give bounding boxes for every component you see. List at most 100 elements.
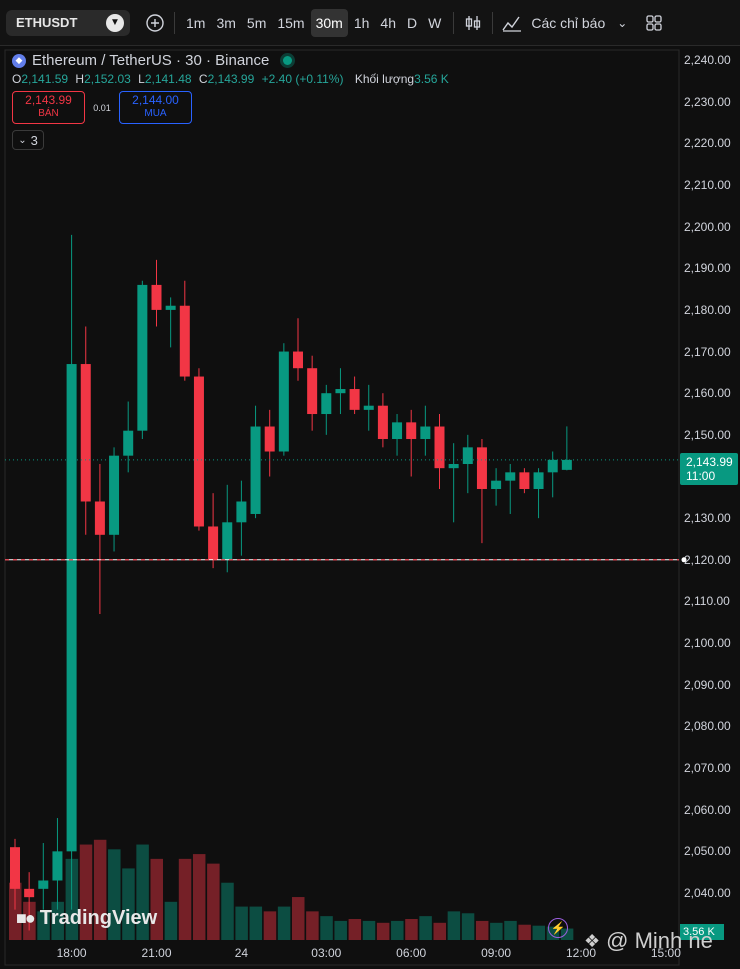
candle-body bbox=[10, 847, 20, 889]
symbol-dropdown-icon[interactable]: ▼ bbox=[106, 13, 124, 32]
bar-countdown: 11:00 bbox=[686, 469, 716, 483]
candle-body bbox=[406, 422, 417, 440]
candle-body bbox=[349, 389, 360, 410]
candle-body bbox=[363, 405, 374, 410]
volume-bar bbox=[221, 882, 234, 940]
volume-bar bbox=[235, 906, 248, 940]
volume-bar bbox=[9, 882, 22, 940]
volume-bar bbox=[320, 916, 333, 940]
low-key: L bbox=[138, 72, 145, 86]
price-tick-label: 2,130.00 bbox=[684, 511, 731, 526]
layout-grid-icon[interactable] bbox=[641, 10, 667, 36]
high-key: H bbox=[75, 72, 85, 86]
price-tick-label: 2,090.00 bbox=[684, 677, 731, 692]
chart-legend: ◆ Ethereum / TetherUS · 30 · Binance O2,… bbox=[12, 52, 453, 150]
candle-body bbox=[222, 522, 233, 560]
chart-title: Ethereum / TetherUS · 30 · Binance bbox=[32, 52, 270, 69]
volume-bar bbox=[433, 922, 446, 940]
candle-body bbox=[420, 426, 431, 440]
volume-bar bbox=[79, 844, 93, 940]
price-lines bbox=[5, 459, 687, 563]
volume-bar bbox=[504, 920, 517, 940]
timeframe-w[interactable]: W bbox=[428, 14, 442, 31]
price-tick-label: 2,050.00 bbox=[684, 844, 731, 859]
low-value: 2,141.48 bbox=[144, 72, 192, 86]
candle-body bbox=[66, 364, 77, 852]
volume-bar bbox=[334, 920, 347, 940]
symbol-search[interactable]: ETHUSDT ▼ bbox=[6, 9, 130, 36]
volume-bars bbox=[9, 839, 574, 940]
candle-body bbox=[179, 305, 190, 377]
candle-body bbox=[321, 393, 332, 415]
volume-bar bbox=[277, 906, 291, 940]
chevron-down-icon: ⌄ bbox=[18, 134, 27, 146]
volume-bar bbox=[560, 928, 574, 940]
price-tick-label: 2,240.00 bbox=[684, 53, 731, 67]
buy-button[interactable]: 2,144.00 MUA bbox=[119, 91, 192, 124]
sell-price: 2,143.99 bbox=[25, 93, 72, 107]
volume-bar bbox=[391, 920, 404, 940]
time-tick-label: 15:00 bbox=[650, 946, 681, 960]
indicators-chevron-icon[interactable]: ⌄ bbox=[617, 15, 628, 30]
market-open-icon bbox=[283, 56, 293, 65]
volume-bar bbox=[136, 844, 149, 940]
volume-bar bbox=[532, 925, 546, 940]
indicators-button[interactable]: Các chỉ báo bbox=[531, 14, 606, 31]
timeframe-30m[interactable]: 30m bbox=[310, 8, 348, 37]
candle-body bbox=[434, 426, 445, 469]
volume-bar bbox=[362, 920, 376, 940]
timeframe-4h[interactable]: 4h bbox=[380, 14, 396, 31]
price-tick-label: 2,220.00 bbox=[684, 136, 731, 151]
horizontal-line-handle bbox=[681, 557, 687, 563]
sell-button[interactable]: 2,143.99 BÁN bbox=[12, 91, 85, 124]
candle-body bbox=[491, 480, 502, 489]
price-tick-label: 2,210.00 bbox=[684, 177, 731, 192]
indicators-icon[interactable] bbox=[499, 10, 525, 36]
open-value: 2,141.59 bbox=[21, 72, 69, 86]
lightning-icon[interactable]: ⚡ bbox=[548, 918, 568, 938]
candle-body bbox=[377, 405, 388, 440]
price-tick-label: 2,200.00 bbox=[684, 219, 731, 234]
candle-body bbox=[519, 472, 530, 489]
chart-frame bbox=[4, 49, 680, 966]
candle-body bbox=[533, 472, 544, 489]
timeframe-group: 1m 3m 5m 15m 30m 1h 4h D W bbox=[181, 8, 447, 37]
candle-type-icon[interactable] bbox=[460, 10, 486, 36]
time-tick-label: 03:00 bbox=[311, 946, 342, 960]
volume-bar bbox=[490, 922, 503, 940]
high-value: 2,152.03 bbox=[84, 72, 131, 86]
volume-bar bbox=[249, 906, 263, 940]
candle-body bbox=[165, 305, 176, 310]
timeframe-15m[interactable]: 15m bbox=[277, 14, 305, 31]
timeframe-1h[interactable]: 1h bbox=[353, 14, 370, 31]
timeframe-5m[interactable]: 5m bbox=[246, 14, 267, 31]
candlestick-chart[interactable] bbox=[0, 46, 740, 969]
ohlc-values: O2,141.59 H2,152.03 L2,141.48 C2,143.99 … bbox=[12, 72, 453, 86]
candle-body bbox=[52, 851, 63, 881]
price-tick-label: 2,080.00 bbox=[684, 719, 731, 734]
time-tick-label: 06:00 bbox=[396, 946, 427, 960]
volume-bar bbox=[292, 897, 305, 940]
tradingview-logo[interactable]: ■● TradingView bbox=[16, 907, 157, 930]
candle-body bbox=[392, 422, 403, 440]
price-tick-label: 2,170.00 bbox=[684, 344, 731, 359]
volume-bar bbox=[164, 901, 178, 940]
collapse-indicators-button[interactable]: ⌄ 3 bbox=[12, 130, 44, 150]
binance-diamond-icon: ❖ bbox=[584, 930, 601, 951]
volume-value: 3.56 K bbox=[414, 72, 449, 86]
candles bbox=[10, 234, 572, 931]
volume-bar bbox=[37, 911, 50, 940]
volume-bar bbox=[93, 839, 107, 940]
price-tick-label: 2,040.00 bbox=[684, 886, 731, 900]
price-tick-label: 2,060.00 bbox=[684, 802, 731, 817]
timeframe-1m[interactable]: 1m bbox=[186, 14, 206, 31]
candle-body bbox=[505, 472, 516, 481]
timeframe-d[interactable]: D bbox=[406, 14, 418, 31]
add-compare-icon[interactable] bbox=[142, 10, 168, 36]
timeframe-3m[interactable]: 3m bbox=[216, 14, 236, 31]
price-tick-label: 2,230.00 bbox=[684, 94, 731, 109]
candle-body bbox=[208, 526, 219, 560]
symbol-text: ETHUSDT bbox=[16, 15, 78, 30]
volume-bar bbox=[419, 916, 432, 940]
volume-bar bbox=[447, 911, 461, 940]
